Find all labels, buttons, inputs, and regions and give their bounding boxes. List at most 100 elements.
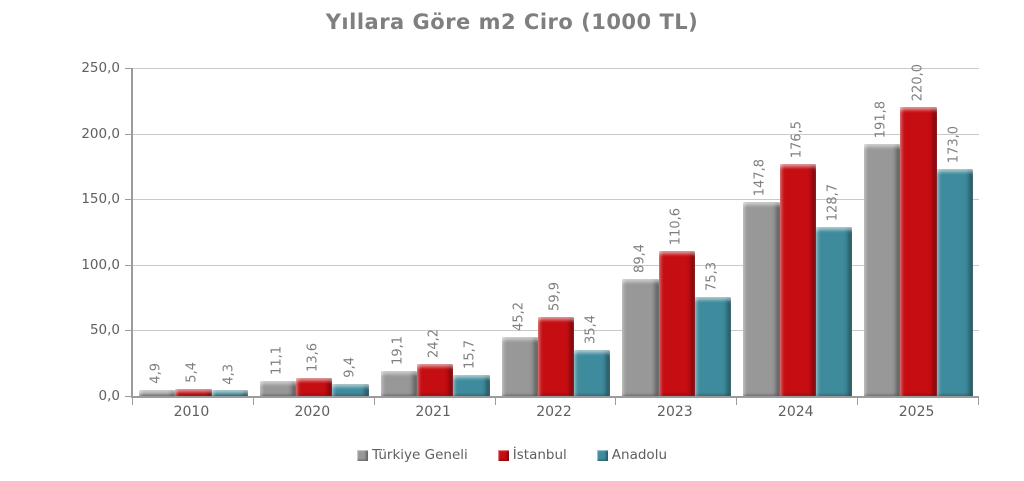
bar-data-label: 75,3 bbox=[704, 262, 720, 292]
y-axis-tick bbox=[125, 396, 133, 397]
bar-data-label: 176,5 bbox=[789, 121, 805, 159]
bar-slot: 15,7 bbox=[453, 68, 490, 396]
x-axis-tick bbox=[978, 398, 979, 405]
x-axis-tick bbox=[615, 398, 617, 405]
x-axis-category-label: 2021 bbox=[415, 404, 451, 420]
bar-data-label: 19,1 bbox=[390, 336, 406, 365]
legend: Türkiye Geneli İstanbul Anadolu bbox=[0, 447, 1024, 463]
plot-area: 4,9 5,4 4,3 11,1 13,6 9,4 19,1 24,2 15,7 45,2 59,9… bbox=[125, 64, 979, 405]
bar-data-label: 4,3 bbox=[221, 363, 237, 385]
gridline bbox=[133, 264, 979, 266]
gridline bbox=[133, 199, 979, 201]
bar-anadolu-2010 bbox=[211, 390, 248, 396]
bar-i̇stanbul-2023 bbox=[658, 250, 695, 396]
y-axis-tick-label: 250,0 bbox=[81, 60, 120, 76]
bar-group-2023: 89,4 110,6 75,3 bbox=[616, 68, 737, 396]
legend-marker-icon bbox=[497, 449, 509, 461]
x-axis-category-label: 2022 bbox=[536, 404, 572, 420]
y-axis-labels: 0,0 50,0 100,0 150,0 200,0 250,0 bbox=[0, 60, 120, 404]
x-axis-labels: 2010 2020 2021 2022 2023 2024 2025 bbox=[131, 404, 977, 420]
y-axis-tick bbox=[125, 199, 133, 201]
y-axis-tick bbox=[125, 264, 133, 266]
y-axis-tick-label: 0,0 bbox=[98, 388, 120, 404]
bar-türkiye-geneli-2025 bbox=[864, 144, 901, 396]
legend-item-i̇stanbul: İstanbul bbox=[497, 447, 567, 463]
bar-slot: 176,5 bbox=[779, 68, 816, 396]
legend-marker-icon bbox=[356, 449, 368, 461]
bar-slot: 45,2 bbox=[501, 68, 538, 396]
bar-data-label: 24,2 bbox=[426, 329, 442, 359]
bar-anadolu-2020 bbox=[332, 383, 369, 396]
bar-data-label: 220,0 bbox=[910, 64, 926, 102]
bar-data-label: 13,6 bbox=[305, 343, 321, 373]
bar-i̇stanbul-2022 bbox=[537, 317, 575, 396]
bar-data-label: 11,1 bbox=[269, 346, 285, 376]
bar-slot: 4,9 bbox=[139, 68, 176, 396]
bar-slot: 19,1 bbox=[380, 68, 417, 396]
y-axis-tick bbox=[125, 68, 133, 69]
x-axis-tick bbox=[857, 398, 859, 405]
y-axis-tick-label: 100,0 bbox=[81, 256, 120, 273]
bar-group-2021: 19,1 24,2 15,7 bbox=[375, 68, 496, 396]
bar-data-label: 191,8 bbox=[873, 101, 889, 139]
bar-group-2025: 191,8 220,0 173,0 bbox=[858, 64, 979, 396]
bar-anadolu-2025 bbox=[936, 169, 973, 396]
legend-marker-icon bbox=[596, 449, 608, 461]
bar-data-label: 5,4 bbox=[184, 362, 200, 383]
bar-group-2024: 147,8 176,5 128,7 bbox=[737, 68, 858, 396]
y-axis-tick bbox=[125, 133, 133, 135]
bar-anadolu-2024 bbox=[815, 227, 853, 396]
x-axis-tick bbox=[132, 398, 133, 405]
bar-anadolu-2022 bbox=[574, 349, 611, 396]
x-axis-tick bbox=[252, 398, 254, 405]
legend-item-anadolu: Anadolu bbox=[596, 447, 667, 463]
bar-group-2022: 45,2 59,9 35,4 bbox=[496, 68, 617, 396]
bar-group-2010: 4,9 5,4 4,3 bbox=[133, 68, 254, 396]
legend-label: Türkiye Geneli bbox=[371, 447, 468, 463]
legend-item-türkiye-geneli: Türkiye Geneli bbox=[356, 447, 468, 463]
bar-anadolu-2021 bbox=[453, 375, 490, 396]
chart-title: Yıllara Göre m2 Ciro (1000 TL) bbox=[325, 10, 699, 34]
y-axis-tick-label: 200,0 bbox=[81, 125, 120, 142]
bar-slot: 9,4 bbox=[332, 68, 369, 396]
bar-data-label: 4,9 bbox=[148, 362, 164, 384]
bar-data-label: 59,9 bbox=[547, 282, 563, 312]
bar-i̇stanbul-2025 bbox=[900, 107, 937, 396]
bar-data-label: 110,6 bbox=[668, 207, 684, 245]
x-axis-category-label: 2025 bbox=[898, 404, 935, 420]
bar-anadolu-2023 bbox=[695, 297, 732, 396]
bar-slot: 59,9 bbox=[537, 68, 575, 396]
bar-i̇stanbul-2021 bbox=[417, 364, 454, 396]
gridline bbox=[133, 133, 979, 135]
bar-türkiye-geneli-2021 bbox=[380, 370, 417, 396]
bar-slot: 5,4 bbox=[175, 68, 212, 396]
bar-slot: 191,8 bbox=[864, 68, 901, 396]
bar-data-label: 9,4 bbox=[342, 356, 358, 378]
bar-i̇stanbul-2024 bbox=[779, 164, 816, 396]
bar-slot: 89,4 bbox=[622, 68, 659, 396]
x-axis-category-label: 2010 bbox=[173, 404, 210, 420]
bar-slot: 128,7 bbox=[815, 68, 853, 396]
x-axis-tick bbox=[373, 398, 375, 405]
bar-slot: 110,6 bbox=[658, 68, 695, 396]
bar-slot: 35,4 bbox=[574, 68, 611, 396]
bar-türkiye-geneli-2010 bbox=[139, 389, 176, 396]
gridline bbox=[133, 68, 979, 69]
bar-i̇stanbul-2020 bbox=[296, 378, 333, 396]
bar-slot: 11,1 bbox=[259, 68, 297, 396]
y-axis-tick bbox=[125, 330, 133, 332]
bar-türkiye-geneli-2024 bbox=[743, 202, 780, 396]
x-axis-category-label: 2024 bbox=[777, 404, 814, 420]
bar-slot: 147,8 bbox=[743, 68, 780, 396]
bar-i̇stanbul-2010 bbox=[175, 388, 212, 396]
y-axis-tick-label: 150,0 bbox=[81, 191, 120, 208]
x-axis-category-label: 2023 bbox=[657, 404, 693, 420]
bar-data-label: 173,0 bbox=[946, 125, 962, 164]
bar-türkiye-geneli-2022 bbox=[501, 336, 538, 396]
bar-data-label: 147,8 bbox=[752, 158, 768, 197]
bar-data-label: 128,7 bbox=[825, 183, 841, 222]
bar-slot: 13,6 bbox=[296, 68, 333, 396]
bar-slot: 4,3 bbox=[211, 68, 248, 396]
x-axis-tick bbox=[494, 398, 496, 405]
bar-group-2020: 11,1 13,6 9,4 bbox=[254, 68, 375, 396]
